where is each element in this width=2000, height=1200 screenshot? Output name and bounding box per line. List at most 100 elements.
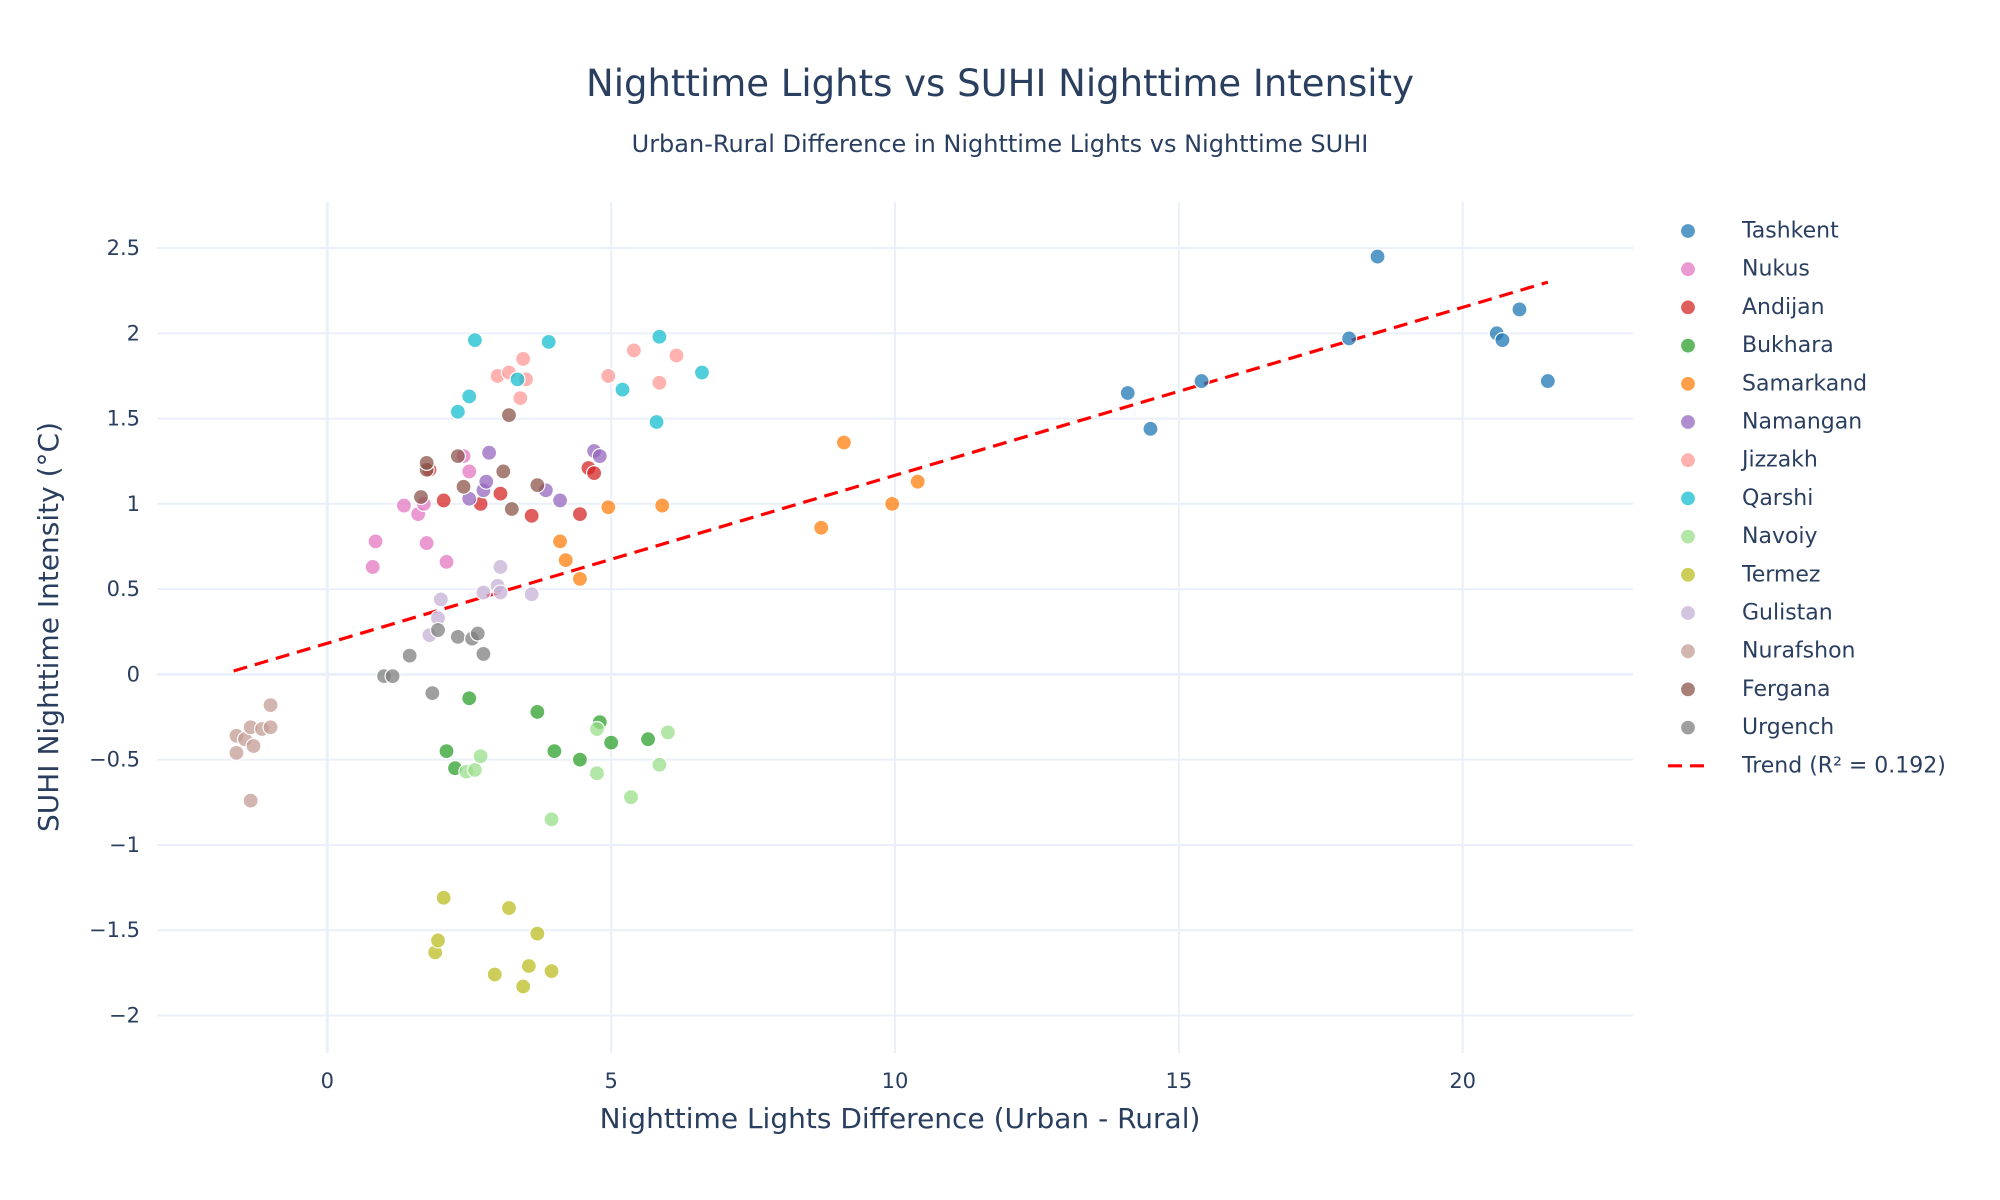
data-point (461, 388, 478, 405)
data-point (461, 690, 478, 707)
data-point (1142, 420, 1159, 437)
chart-subtitle: Urban-Rural Difference in Nighttime Ligh… (631, 130, 1369, 158)
legend-marker (1679, 299, 1697, 316)
data-point (455, 478, 472, 495)
legend-label: Termez (1741, 562, 1820, 587)
legend-marker (1679, 375, 1697, 392)
data-point (586, 465, 603, 482)
data-point (523, 586, 540, 603)
data-point (228, 744, 245, 761)
data-point (546, 743, 563, 760)
data-point (1494, 332, 1511, 349)
data-point (432, 591, 449, 608)
legend-label: Trend (R² = 0.192) (1741, 753, 1946, 778)
legend-item[interactable]: Trend (R² = 0.192) (1668, 753, 1946, 778)
legend-item[interactable]: Fergana (1679, 677, 1831, 702)
y-tick-label: −1 (109, 833, 140, 857)
data-point (418, 454, 435, 472)
y-tick-label: 2.5 (107, 236, 140, 260)
legend-marker (1679, 719, 1697, 736)
grid-lines (157, 202, 1633, 1053)
legend-item[interactable]: Bukhara (1679, 333, 1834, 358)
legend-marker (1679, 681, 1697, 698)
data-point (435, 492, 452, 509)
legend-item[interactable]: Qarshi (1679, 486, 1814, 511)
legend-label: Gulistan (1742, 601, 1833, 626)
legend-item[interactable]: Tashkent (1679, 219, 1840, 244)
data-point (262, 719, 279, 736)
legend-label: Navoiy (1742, 524, 1818, 549)
data-point (245, 737, 262, 755)
legend-item[interactable]: Namangan (1679, 410, 1863, 435)
data-point (603, 734, 620, 751)
legend-item[interactable]: Samarkand (1679, 371, 1868, 396)
x-axis-title: Nighttime Lights Difference (Urban - Rur… (600, 1102, 1201, 1135)
legend-item[interactable]: Navoiy (1679, 524, 1818, 549)
data-point (412, 488, 430, 506)
data-point (401, 647, 418, 664)
data-point (588, 765, 606, 782)
data-point (639, 731, 657, 748)
data-point (557, 552, 574, 569)
x-tick-labels: 0 5 10 15 20 (321, 1069, 1476, 1093)
data-point (1539, 372, 1556, 390)
legend-item[interactable]: Nurafshon (1679, 639, 1856, 664)
data-point (492, 558, 509, 576)
data-point (529, 476, 546, 494)
y-tick-label: 1.5 (107, 407, 140, 431)
x-tick-label: 20 (1449, 1069, 1476, 1093)
legend-marker (1679, 566, 1697, 583)
data-point (512, 390, 529, 407)
data-point (475, 645, 492, 663)
x-tick-label: 15 (1165, 1069, 1192, 1093)
data-point (693, 364, 711, 381)
legend-item[interactable]: Urgench (1679, 715, 1835, 740)
data-point (1369, 248, 1386, 265)
data-point (588, 720, 606, 738)
legend-item[interactable]: Gulistan (1679, 601, 1833, 626)
data-point (651, 374, 668, 391)
legend-item[interactable]: Termez (1679, 562, 1821, 587)
data-point (571, 751, 589, 768)
data-point (600, 499, 617, 516)
y-tick-label: 0.5 (107, 577, 140, 601)
legend-marker (1679, 604, 1697, 622)
legend-item[interactable]: Andijan (1679, 295, 1825, 320)
data-point (1119, 384, 1136, 402)
legend-label: Namangan (1742, 410, 1862, 435)
legend-marker (1679, 528, 1697, 545)
data-point (472, 748, 489, 765)
legend-item[interactable]: Nukus (1679, 257, 1810, 282)
data-point (418, 534, 435, 552)
data-point (466, 761, 484, 779)
data-point (600, 367, 617, 385)
data-point (571, 505, 589, 523)
trend-line (233, 280, 1549, 673)
data-point (654, 497, 671, 514)
data-point (551, 533, 569, 550)
data-point (622, 789, 640, 806)
data-point (461, 463, 478, 480)
data-point (424, 685, 441, 702)
data-point (509, 371, 526, 388)
data-point (884, 495, 901, 512)
legend-item[interactable]: Jizzakh (1679, 448, 1818, 473)
y-tick-label: 0 (127, 662, 140, 686)
data-point (438, 743, 455, 760)
y-tick-label: 2 (127, 321, 140, 345)
data-point (651, 328, 668, 345)
legend-label: Samarkand (1742, 371, 1867, 396)
data-point (466, 332, 484, 349)
x-tick-label: 10 (882, 1069, 909, 1093)
data-point (909, 473, 926, 490)
data-point (242, 792, 259, 809)
data-point (449, 628, 466, 645)
y-tick-labels: −2 −1.5 −1 −0.5 0 0.5 1 1.5 2 2.5 (89, 236, 140, 1027)
data-point (384, 668, 401, 685)
legend-marker (1679, 413, 1697, 431)
legend-label: Nurafshon (1742, 639, 1855, 664)
data-point (492, 485, 509, 502)
data-point (668, 347, 685, 364)
data-point (481, 444, 498, 461)
